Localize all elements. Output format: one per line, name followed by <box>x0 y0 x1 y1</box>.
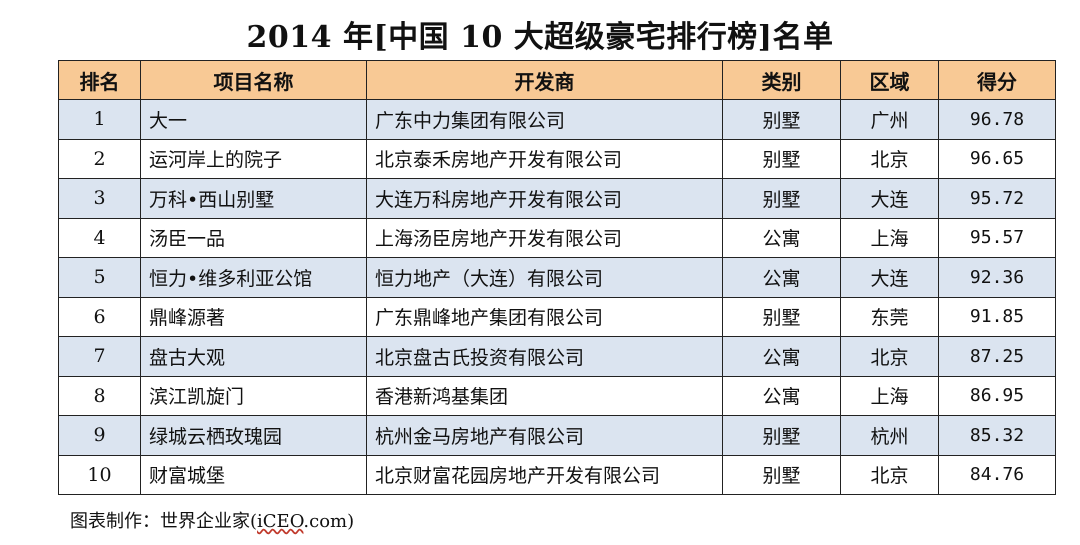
score-cell: 96.65 <box>938 138 1056 179</box>
category-cell: 公寓 <box>722 257 841 298</box>
rank-cell: 5 <box>58 257 141 298</box>
source-credit: 图表制作：世界企业家(iCEO.com) <box>70 507 354 533</box>
score-cell: 95.57 <box>938 217 1056 258</box>
source-brand: iCEO <box>257 511 304 532</box>
category-cell: 别墅 <box>722 138 841 179</box>
developer-cell: 上海汤臣房地产开发有限公司 <box>366 217 723 258</box>
developer-cell: 大连万科房地产开发有限公司 <box>366 178 723 219</box>
region-cell: 大连 <box>840 178 939 219</box>
rank-cell: 9 <box>58 415 141 456</box>
region-cell: 北京 <box>840 138 939 179</box>
source-prefix: 图表制作：世界企业家( <box>70 511 258 532</box>
score-cell: 96.78 <box>938 99 1056 140</box>
table-row: 4 汤臣一品 上海汤臣房地产开发有限公司 公寓 上海 95.57 <box>58 217 1056 258</box>
region-cell: 东莞 <box>840 296 939 337</box>
project-cell: 汤臣一品 <box>140 217 367 258</box>
score-cell: 85.32 <box>938 415 1056 456</box>
table-row: 8 滨江凯旋门 香港新鸿基集团 公寓 上海 86.95 <box>58 375 1056 416</box>
header-score: 得分 <box>938 60 1056 100</box>
category-cell: 别墅 <box>722 99 841 140</box>
category-cell: 别墅 <box>722 454 841 495</box>
project-cell: 滨江凯旋门 <box>140 375 367 416</box>
table-row: 10 财富城堡 北京财富花园房地产开发有限公司 别墅 北京 84.76 <box>58 454 1056 495</box>
project-cell: 恒力•维多利亚公馆 <box>140 257 367 298</box>
developer-cell: 广东中力集团有限公司 <box>366 99 723 140</box>
region-cell: 北京 <box>840 336 939 377</box>
region-cell: 杭州 <box>840 415 939 456</box>
rank-cell: 4 <box>58 217 141 258</box>
rank-cell: 3 <box>58 178 141 219</box>
header-project: 项目名称 <box>140 60 367 100</box>
region-cell: 大连 <box>840 257 939 298</box>
table-row: 7 盘古大观 北京盘古氏投资有限公司 公寓 北京 87.25 <box>58 336 1056 377</box>
project-cell: 财富城堡 <box>140 454 367 495</box>
category-cell: 别墅 <box>722 296 841 337</box>
ranking-table: 排名 项目名称 开发商 类别 区域 得分 1 大一 广东中力集团有限公司 别墅 … <box>58 60 1056 495</box>
rank-cell: 6 <box>58 296 141 337</box>
header-rank: 排名 <box>58 60 141 100</box>
score-cell: 91.85 <box>938 296 1056 337</box>
project-cell: 绿城云栖玫瑰园 <box>140 415 367 456</box>
rank-cell: 7 <box>58 336 141 377</box>
score-cell: 95.72 <box>938 178 1056 219</box>
developer-cell: 杭州金马房地产有限公司 <box>366 415 723 456</box>
table-row: 5 恒力•维多利亚公馆 恒力地产（大连）有限公司 公寓 大连 92.36 <box>58 257 1056 298</box>
project-cell: 万科•西山别墅 <box>140 178 367 219</box>
developer-cell: 北京泰禾房地产开发有限公司 <box>366 138 723 179</box>
table-row: 1 大一 广东中力集团有限公司 别墅 广州 96.78 <box>58 99 1056 140</box>
project-cell: 鼎峰源著 <box>140 296 367 337</box>
category-cell: 公寓 <box>722 336 841 377</box>
table-header-row: 排名 项目名称 开发商 类别 区域 得分 <box>58 60 1056 100</box>
header-developer: 开发商 <box>366 60 723 100</box>
category-cell: 公寓 <box>722 375 841 416</box>
header-region: 区域 <box>840 60 939 100</box>
table-row: 2 运河岸上的院子 北京泰禾房地产开发有限公司 别墅 北京 96.65 <box>58 138 1056 179</box>
developer-cell: 香港新鸿基集团 <box>366 375 723 416</box>
table-row: 6 鼎峰源著 广东鼎峰地产集团有限公司 别墅 东莞 91.85 <box>58 296 1056 337</box>
table-row: 9 绿城云栖玫瑰园 杭州金马房地产有限公司 别墅 杭州 85.32 <box>58 415 1056 456</box>
region-cell: 上海 <box>840 217 939 258</box>
region-cell: 北京 <box>840 454 939 495</box>
source-suffix: .com) <box>303 511 355 532</box>
developer-cell: 北京盘古氏投资有限公司 <box>366 336 723 377</box>
rank-cell: 2 <box>58 138 141 179</box>
score-cell: 84.76 <box>938 454 1056 495</box>
rank-cell: 1 <box>58 99 141 140</box>
project-cell: 盘古大观 <box>140 336 367 377</box>
category-cell: 别墅 <box>722 178 841 219</box>
page-title: 2014 年[中国 10 大超级豪宅排行榜]名单 <box>246 20 834 55</box>
rank-cell: 8 <box>58 375 141 416</box>
score-cell: 86.95 <box>938 375 1056 416</box>
region-cell: 广州 <box>840 99 939 140</box>
table-row: 3 万科•西山别墅 大连万科房地产开发有限公司 别墅 大连 95.72 <box>58 178 1056 219</box>
project-cell: 运河岸上的院子 <box>140 138 367 179</box>
header-category: 类别 <box>722 60 841 100</box>
developer-cell: 恒力地产（大连）有限公司 <box>366 257 723 298</box>
score-cell: 92.36 <box>938 257 1056 298</box>
rank-cell: 10 <box>58 454 141 495</box>
category-cell: 公寓 <box>722 217 841 258</box>
developer-cell: 北京财富花园房地产开发有限公司 <box>366 454 723 495</box>
region-cell: 上海 <box>840 375 939 416</box>
score-cell: 87.25 <box>938 336 1056 377</box>
developer-cell: 广东鼎峰地产集团有限公司 <box>366 296 723 337</box>
category-cell: 别墅 <box>722 415 841 456</box>
project-cell: 大一 <box>140 99 367 140</box>
